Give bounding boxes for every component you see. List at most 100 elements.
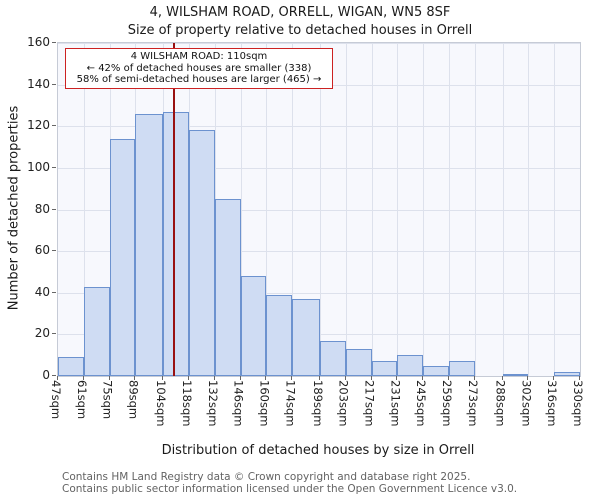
y-tick-mark [52,375,56,376]
gridline [449,43,451,376]
y-tick-mark [52,166,56,168]
x-tick-mark [162,376,164,380]
x-tick-mark [396,376,398,380]
gridline [474,43,476,376]
footer-attribution-2: Contains public sector information licen… [62,483,518,495]
x-tick-mark [344,376,346,380]
x-tick-label: 316sqm [545,380,560,427]
histogram-bar [240,276,267,376]
y-tick-label: 0 [42,368,50,382]
x-tick-mark [239,376,241,380]
x-tick-mark [82,376,84,380]
y-tick-mark [52,125,56,127]
histogram-bar [266,294,293,376]
x-tick-mark [553,376,555,380]
gridline [502,43,504,376]
y-tick-mark [52,208,56,210]
x-tick-mark [473,376,475,380]
chart-subtitle: Size of property relative to detached ho… [127,23,473,38]
histogram-bar [502,373,529,376]
gridline [58,209,580,211]
x-tick-mark [579,376,580,380]
gridline [58,167,580,169]
histogram-bar [423,365,450,376]
property-marker-line [173,43,176,376]
annotation-line-2: ← 42% of detached houses are smaller (33… [86,62,312,74]
x-tick-label: 330sqm [571,380,585,427]
x-tick-mark [57,376,58,380]
annotation-line-1: 4 WILSHAM ROAD: 110sqm [130,51,268,62]
histogram-bar [554,371,580,376]
y-tick-label: 40 [34,284,50,299]
x-tick-mark [291,376,293,380]
gridline [58,43,580,44]
histogram-bar [345,348,372,376]
x-tick-label: 89sqm [126,380,141,420]
y-tick-mark [52,42,56,43]
histogram-bar [292,299,320,376]
gridline [83,43,85,376]
gridline [58,126,580,128]
histogram-bar [214,199,241,376]
y-tick-label: 140 [27,76,50,91]
x-tick-label: 160sqm [257,380,272,427]
chart-title: 4, WILSHAM ROAD, ORRELL, WIGAN, WN5 8SF [149,5,451,20]
x-tick-label: 217sqm [362,380,377,427]
gridline [58,251,580,253]
x-tick-mark [213,376,215,380]
x-tick-label: 273sqm [465,380,480,427]
x-tick-label: 47sqm [49,380,63,420]
x-tick-label: 118sqm [179,380,194,427]
x-tick-label: 61sqm [74,380,89,420]
y-tick-mark [52,83,56,85]
plot-area: 4 WILSHAM ROAD: 110sqm ← 42% of detached… [57,42,581,377]
x-tick-label: 75sqm [100,380,115,420]
x-tick-label: 146sqm [231,380,246,427]
x-tick-label: 288sqm [493,380,508,427]
histogram-bar [319,340,346,376]
gridline [397,43,399,376]
histogram-bar [188,130,215,376]
gridline [345,43,347,376]
x-tick-label: 231sqm [388,380,403,427]
histogram-bar [371,361,398,376]
y-tick-label: 120 [27,118,50,133]
gridline [554,43,556,376]
x-axis-label: Distribution of detached houses by size … [161,443,475,458]
histogram-bar [397,355,424,376]
gridline [292,43,294,376]
x-tick-mark [422,376,424,380]
gridline [266,43,268,376]
histogram-bar [163,111,189,376]
histogram-bar [109,138,136,376]
footer-attribution-1: Contains HM Land Registry data © Crown c… [62,471,471,483]
y-tick-mark [52,333,56,335]
y-tick-mark [52,250,56,252]
gridline [58,292,580,294]
y-tick-label: 20 [34,326,50,341]
x-tick-mark [265,376,267,380]
x-tick-label: 259sqm [440,380,455,427]
y-tick-label: 60 [34,243,50,258]
annotation-line-3: 58% of semi-detached houses are larger (… [76,74,322,85]
x-tick-mark [187,376,189,380]
x-tick-mark [501,376,503,380]
x-tick-label: 174sqm [283,380,298,427]
gridline [528,43,530,376]
y-tick-mark [52,291,56,293]
histogram-bar [449,361,475,376]
gridline [319,43,321,376]
gridline [240,43,242,376]
x-tick-label: 302sqm [519,380,534,427]
histogram-bar [58,357,84,376]
histogram-bar [83,286,110,376]
gridline [423,43,425,376]
x-tick-mark [527,376,529,380]
x-tick-mark [448,376,450,380]
x-tick-label: 203sqm [336,380,351,427]
y-tick-label: 80 [34,201,50,216]
x-tick-mark [108,376,110,380]
x-tick-label: 245sqm [414,380,429,427]
histogram-bar [135,113,164,376]
